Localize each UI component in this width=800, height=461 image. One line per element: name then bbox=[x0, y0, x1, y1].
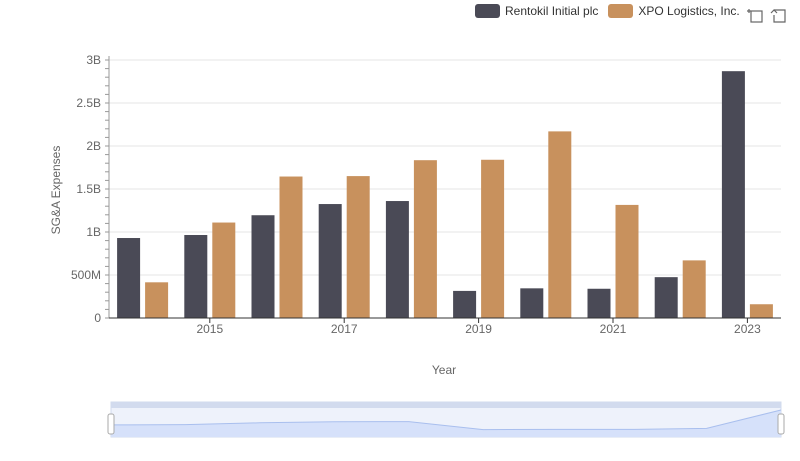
x-axis-title: Year bbox=[431, 363, 457, 377]
bar-xpo-2018 bbox=[413, 160, 437, 318]
legend-label-xpo: XPO Logistics, Inc. bbox=[638, 4, 740, 18]
bar-rentokil-2022 bbox=[654, 277, 678, 318]
x-tick-label: 2017 bbox=[331, 322, 358, 336]
toolbox bbox=[746, 6, 794, 24]
legend-item-xpo[interactable]: XPO Logistics, Inc. bbox=[608, 4, 740, 18]
zoom-handle-left bbox=[107, 413, 115, 435]
data-zoom-slider[interactable] bbox=[107, 401, 785, 438]
x-tick-label: 2023 bbox=[734, 322, 761, 336]
bar-xpo-2020 bbox=[548, 131, 572, 318]
axes: 0 500M 1B 1.5B 2B 2.5B 3B 2015 2017 2019 2021 2023 bbox=[71, 53, 781, 336]
legend-swatch-xpo bbox=[608, 4, 634, 18]
legend-item-rentokil[interactable]: Rentokil Initial plc bbox=[475, 4, 598, 18]
bar-xpo-2014 bbox=[145, 282, 169, 318]
bar-rentokil-2018 bbox=[385, 201, 409, 318]
legend: Rentokil Initial plc XPO Logistics, Inc. bbox=[475, 4, 750, 18]
legend-swatch-rentokil bbox=[475, 4, 500, 18]
zoom-top-bar bbox=[111, 402, 781, 408]
bar-xpo-2022 bbox=[682, 260, 706, 318]
y-tick-label: 500M bbox=[71, 268, 101, 282]
y-tick-label: 1B bbox=[86, 225, 101, 239]
bar-rentokil-2014 bbox=[117, 238, 141, 318]
bar-xpo-2016 bbox=[279, 176, 303, 318]
bars bbox=[117, 71, 773, 319]
x-tick-label: 2019 bbox=[465, 322, 492, 336]
grid-lines bbox=[109, 59, 781, 276]
bar-xpo-2017 bbox=[346, 176, 370, 318]
bar-rentokil-2021 bbox=[587, 288, 611, 318]
restore-icon[interactable] bbox=[770, 6, 788, 24]
bar-xpo-2019 bbox=[481, 159, 505, 318]
zoom-icon[interactable] bbox=[746, 6, 764, 24]
bar-rentokil-2023 bbox=[721, 71, 745, 319]
x-tick-label: 2015 bbox=[196, 322, 223, 336]
bar-xpo-2021 bbox=[615, 204, 639, 318]
bar-rentokil-2020 bbox=[520, 288, 544, 318]
bar-rentokil-2017 bbox=[318, 204, 342, 318]
legend-label-rentokil: Rentokil Initial plc bbox=[505, 4, 599, 18]
y-tick-label: 3B bbox=[86, 53, 101, 67]
y-tick-label: 2B bbox=[86, 139, 101, 153]
bar-rentokil-2019 bbox=[453, 290, 477, 318]
zoom-area bbox=[111, 410, 781, 437]
y-tick-label: 2.5B bbox=[76, 96, 101, 110]
bar-rentokil-2015 bbox=[184, 235, 208, 318]
bar-xpo-2023 bbox=[749, 304, 773, 318]
y-tick-label: 0 bbox=[94, 311, 101, 325]
bar-rentokil-2016 bbox=[251, 215, 275, 318]
bar-xpo-2015 bbox=[212, 222, 236, 318]
y-tick-label: 1.5B bbox=[76, 182, 101, 196]
zoom-line bbox=[110, 409, 782, 431]
x-tick-label: 2021 bbox=[600, 322, 627, 336]
zoom-handle-right bbox=[777, 413, 785, 435]
y-axis-title: SG&A Expenses bbox=[49, 145, 63, 235]
